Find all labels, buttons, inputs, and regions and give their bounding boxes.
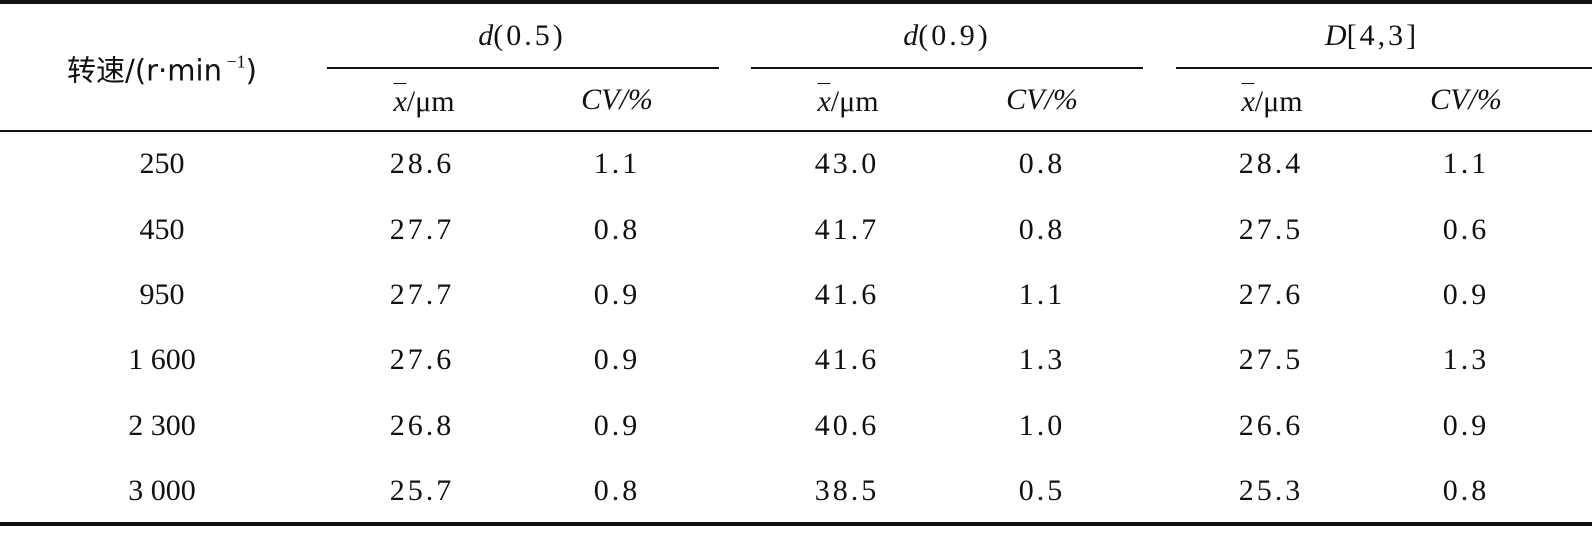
group-rule-d05: [327, 67, 719, 69]
cell-d05-cv: 0.9: [593, 278, 641, 311]
group-header-d09: d(0.9): [903, 19, 991, 52]
cell-speed: 2 300: [128, 409, 196, 442]
cell-d43-cv: 0.9: [1442, 278, 1490, 311]
cell-d43-cv: 0.6: [1442, 213, 1490, 246]
cell-d09-cv: 0.5: [1018, 474, 1066, 507]
header-rule: [0, 130, 1592, 132]
cell-speed: 950: [139, 278, 185, 311]
cell-d05-mean: 25.7: [389, 474, 455, 507]
group-rule-d09: [751, 67, 1143, 69]
cell-d43-cv: 1.3: [1442, 343, 1490, 376]
subheader-mean-d05: x/μm: [393, 83, 455, 118]
cell-d09-cv: 1.0: [1018, 409, 1066, 442]
cell-d09-cv: 0.8: [1018, 213, 1066, 246]
cell-d43-mean: 25.3: [1238, 474, 1304, 507]
top-rule: [0, 0, 1592, 4]
group-rule-d43: [1176, 67, 1592, 69]
cell-d09-mean: 38.5: [814, 474, 880, 507]
cell-d09-cv: 1.3: [1018, 343, 1066, 376]
cell-d43-cv: 0.9: [1442, 409, 1490, 442]
cell-d09-mean: 40.6: [814, 409, 880, 442]
cell-d09-cv: 0.8: [1018, 147, 1066, 180]
cell-d43-cv: 0.8: [1442, 474, 1490, 507]
cell-d05-cv: 1.1: [593, 147, 641, 180]
cell-d05-mean: 27.7: [389, 213, 455, 246]
bottom-rule: [0, 522, 1592, 526]
subheader-cv-d09: CV/%: [1006, 83, 1078, 116]
subheader-mean-d09: x/μm: [817, 83, 879, 118]
cell-d05-mean: 27.7: [389, 278, 455, 311]
header-speed: 转速/(r·min −1): [67, 51, 257, 88]
cell-speed: 450: [139, 213, 185, 246]
cell-d05-mean: 28.6: [389, 147, 455, 180]
cell-d09-mean: 41.6: [814, 278, 880, 311]
group-header-d05: d(0.5): [478, 19, 566, 52]
cell-d05-cv: 0.9: [593, 409, 641, 442]
cell-d05-cv: 0.9: [593, 343, 641, 376]
cell-speed: 250: [139, 147, 185, 180]
cell-d09-cv: 1.1: [1018, 278, 1066, 311]
subheader-mean-d43: x/μm: [1241, 83, 1303, 118]
cell-speed: 3 000: [128, 474, 196, 507]
cell-d09-mean: 41.7: [814, 213, 880, 246]
cell-speed: 1 600: [128, 343, 196, 376]
cell-d43-mean: 27.5: [1238, 213, 1304, 246]
cell-d09-mean: 43.0: [814, 147, 880, 180]
subheader-cv-d05: CV/%: [581, 83, 653, 116]
cell-d43-mean: 28.4: [1238, 147, 1304, 180]
cell-d05-mean: 26.8: [389, 409, 455, 442]
subheader-cv-d43: CV/%: [1430, 83, 1502, 116]
cell-d43-mean: 26.6: [1238, 409, 1304, 442]
group-header-d43: D[4,3]: [1324, 19, 1420, 52]
cell-d43-mean: 27.5: [1238, 343, 1304, 376]
cell-d43-cv: 1.1: [1442, 147, 1490, 180]
cell-d05-cv: 0.8: [593, 213, 641, 246]
cell-d05-cv: 0.8: [593, 474, 641, 507]
cell-d43-mean: 27.6: [1238, 278, 1304, 311]
cell-d05-mean: 27.6: [389, 343, 455, 376]
cell-d09-mean: 41.6: [814, 343, 880, 376]
